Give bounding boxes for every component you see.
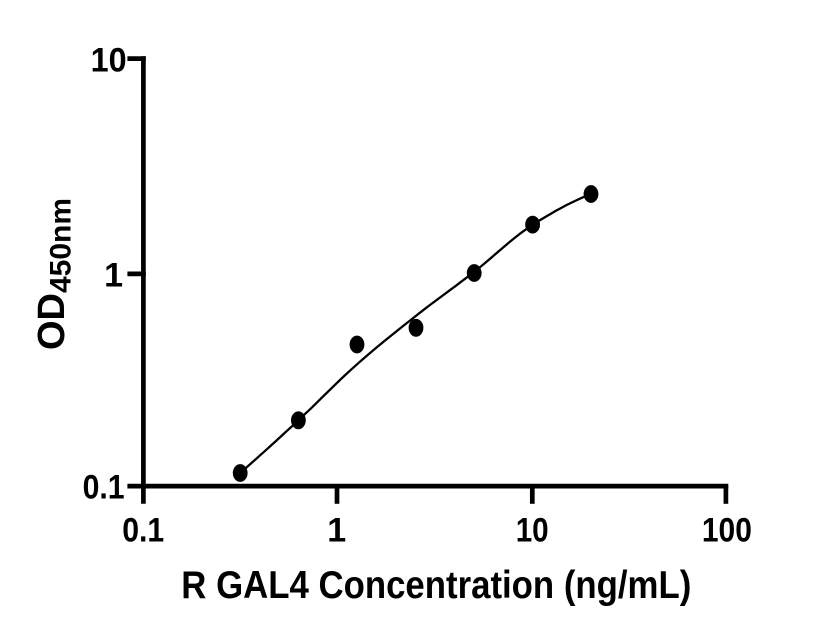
svg-text:0.1: 0.1 [122,512,164,550]
svg-text:R GAL4 Concentration (ng/mL): R GAL4 Concentration (ng/mL) [181,564,691,607]
svg-text:10: 10 [516,512,549,550]
svg-text:100: 100 [702,512,752,550]
svg-text:0.1: 0.1 [83,469,125,507]
svg-text:1: 1 [104,256,123,294]
svg-text:10: 10 [91,42,127,80]
svg-text:1: 1 [327,512,346,550]
